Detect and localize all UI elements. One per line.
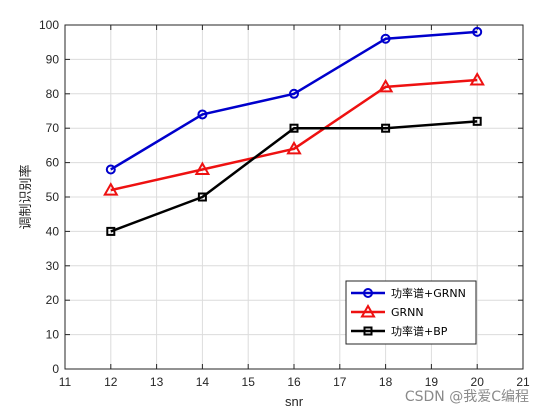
y-tick-label: 40 [46, 224, 60, 238]
series-line [110, 30, 478, 171]
y-tick-label: 0 [52, 362, 59, 376]
x-tick-label: 15 [242, 375, 256, 389]
x-tick-label: 14 [196, 375, 210, 389]
legend-entry: 功率谱+BP [351, 324, 448, 338]
series-1 [105, 26, 483, 175]
x-tick-label: 12 [104, 375, 118, 389]
square-marker [106, 226, 116, 236]
y-tick-label: 80 [46, 87, 60, 101]
legend-entry: GRNN [351, 303, 424, 319]
series-layer [103, 26, 485, 236]
series-line [110, 78, 478, 192]
x-tick-label: 16 [287, 375, 301, 389]
legend-entry: 功率谱+GRNN [351, 286, 466, 300]
circle-marker [105, 164, 116, 175]
series-line [110, 120, 478, 233]
y-tick-label: 10 [46, 328, 60, 342]
y-tick-label: 60 [46, 156, 60, 170]
square-marker [197, 192, 207, 202]
y-tick-label: 90 [46, 52, 60, 66]
triangle-marker [286, 140, 302, 155]
triangle-marker [360, 303, 376, 318]
y-tick-label: 100 [39, 18, 59, 32]
x-tick-label: 19 [425, 375, 439, 389]
x-tick-label: 21 [516, 375, 530, 389]
y-tick-label: 20 [46, 293, 60, 307]
axis-ticks: 11 12 13 14 15 16 17 18 19 20 21 0 10 20 30 40 50 60 70 80 9… [39, 18, 530, 389]
x-tick-label: 17 [333, 375, 347, 389]
x-tick-label: 13 [150, 375, 164, 389]
series-2 [103, 72, 485, 196]
legend-label: 功率谱+GRNN [391, 286, 466, 300]
triangle-marker [194, 161, 211, 175]
x-axis-label: snr [285, 394, 304, 409]
x-tick-label: 11 [59, 375, 72, 389]
legend-label: 功率谱+BP [391, 324, 448, 338]
circle-marker [289, 88, 299, 99]
y-tick-label: 50 [46, 190, 60, 204]
legend: 功率谱+GRNN GRNN 功率谱+BP [345, 280, 477, 345]
circle-marker [197, 109, 208, 120]
square-marker [363, 326, 373, 336]
circle-marker [380, 33, 391, 44]
square-marker [381, 123, 391, 133]
y-tick-label: 70 [46, 121, 60, 135]
triangle-marker [377, 78, 394, 93]
square-marker [472, 116, 482, 126]
y-axis-label: 调制识别率 [18, 164, 34, 229]
triangle-marker [103, 182, 119, 196]
x-tick-label: 18 [379, 375, 393, 389]
watermark: CSDN @我爱C编程 [404, 389, 529, 405]
y-tick-label: 30 [46, 259, 60, 273]
triangle-marker [469, 72, 485, 86]
square-marker [289, 123, 299, 133]
legend-label: GRNN [391, 306, 424, 319]
circle-marker [363, 288, 373, 298]
circle-marker [472, 26, 483, 37]
x-tick-label: 20 [471, 375, 485, 389]
series-3 [106, 116, 482, 236]
